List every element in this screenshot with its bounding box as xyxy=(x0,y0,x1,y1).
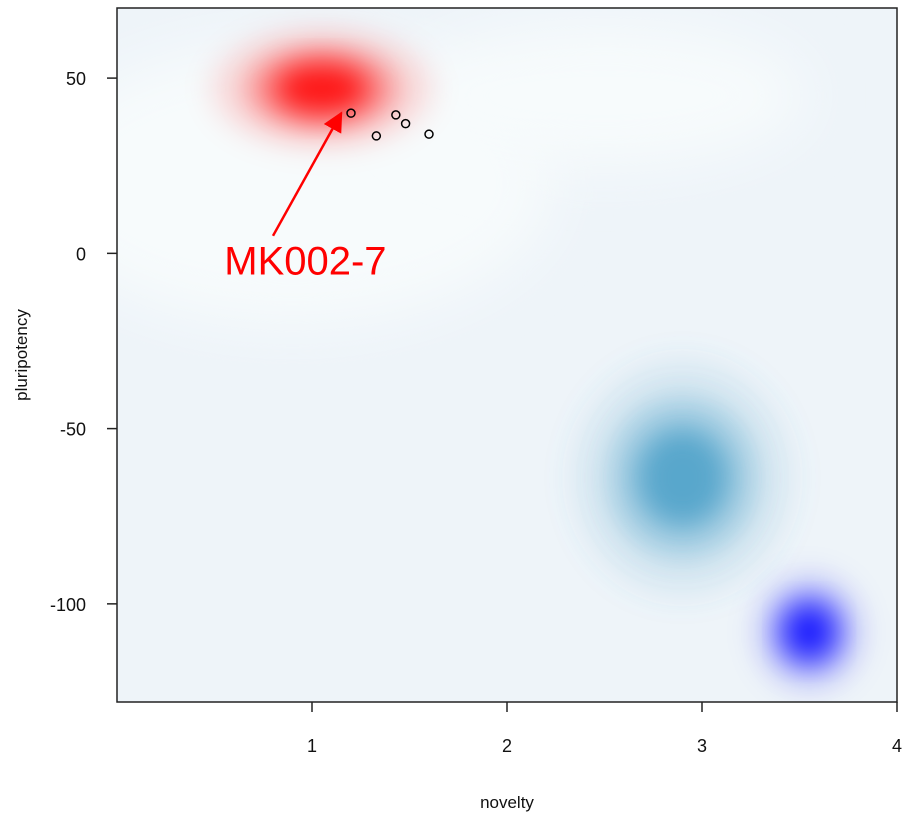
x-tick-label: 2 xyxy=(502,736,512,756)
data-point xyxy=(424,129,434,139)
density-region-1-core xyxy=(274,63,369,114)
x-tick-label: 1 xyxy=(307,736,317,756)
data-point xyxy=(400,118,411,129)
x-axis: 1 2 3 4 xyxy=(307,702,902,756)
annotation-arrow xyxy=(271,111,343,237)
data-point xyxy=(391,110,401,120)
x-axis-title: novelty xyxy=(480,793,534,812)
density-region-3-core xyxy=(785,606,833,658)
points-layer xyxy=(346,108,434,141)
data-point xyxy=(346,108,356,118)
y-axis: 50 0 -50 -100 xyxy=(50,69,117,615)
x-tick-label: 3 xyxy=(697,736,707,756)
y-axis-title: pluripotency xyxy=(12,309,31,401)
y-tick-label: 0 xyxy=(76,244,86,264)
annotation-layer: MK002-7 xyxy=(224,111,387,283)
density-haze xyxy=(404,25,805,166)
density-layer xyxy=(117,25,865,692)
x-tick-label: 4 xyxy=(892,736,902,756)
y-tick-label: 50 xyxy=(66,69,86,89)
y-tick-label: -100 xyxy=(50,595,86,615)
density-region-2-core xyxy=(635,427,730,529)
data-point xyxy=(371,131,382,141)
annotation-label: MK002-7 xyxy=(224,239,386,283)
y-tick-label: -50 xyxy=(60,420,86,440)
